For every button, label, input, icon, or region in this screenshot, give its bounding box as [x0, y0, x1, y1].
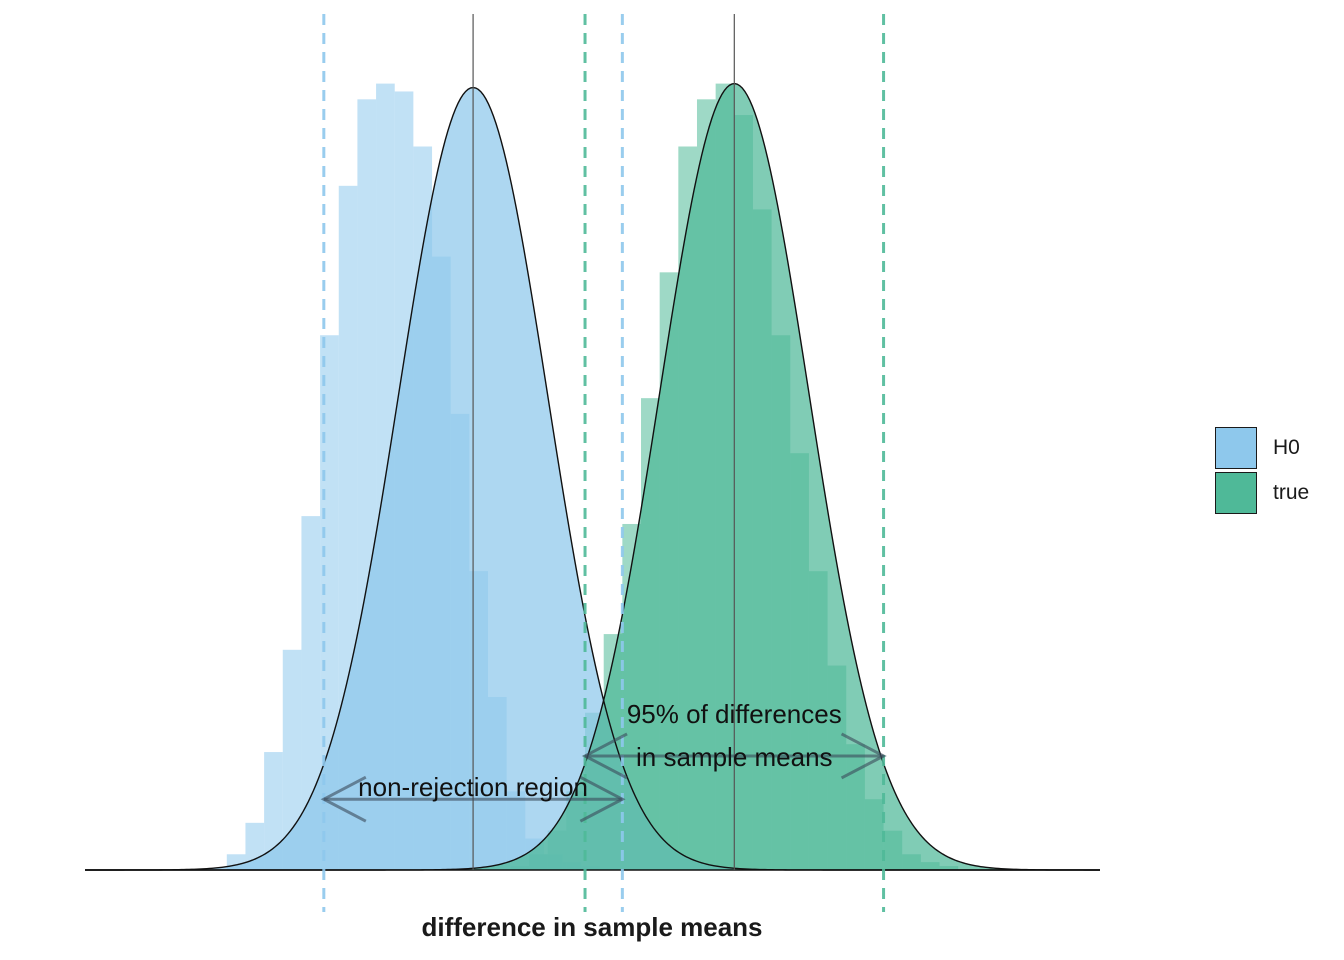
- hist-bar-h0: [264, 752, 283, 870]
- hist-bar-h0: [301, 516, 321, 870]
- annotation-arrow-1: [581, 732, 887, 780]
- density-area-true: [85, 83, 1100, 871]
- legend-item-h0: H0: [1215, 425, 1309, 470]
- legend-label-h0: H0: [1273, 435, 1300, 459]
- legend-label-true: true: [1273, 480, 1310, 504]
- arrowhead-left-1: [581, 732, 628, 780]
- arrowhead-right-0: [579, 775, 626, 823]
- annotation-95pct-label-line1: 95% of differences: [627, 699, 842, 729]
- legend: H0 true: [1215, 425, 1309, 515]
- annotation-layer: non-rejection region 95% of differences in…: [320, 699, 887, 823]
- legend-swatch-h0: [1215, 426, 1257, 469]
- arrowhead-left-0: [320, 775, 367, 823]
- annotation-arrow-0: [320, 775, 626, 823]
- annotation-95pct-label-line2: in sample means: [636, 742, 833, 772]
- x-axis-label: difference in sample means: [421, 912, 763, 942]
- density-area-h0: [85, 87, 1100, 870]
- legend-item-true: true: [1215, 470, 1309, 515]
- reference-line-layer: [85, 14, 1100, 912]
- hist-bar-h0: [282, 649, 302, 870]
- annotation-non-rejection-label: non-rejection region: [358, 772, 588, 802]
- arrowhead-right-1: [840, 732, 887, 780]
- legend-swatch-true: [1215, 471, 1257, 514]
